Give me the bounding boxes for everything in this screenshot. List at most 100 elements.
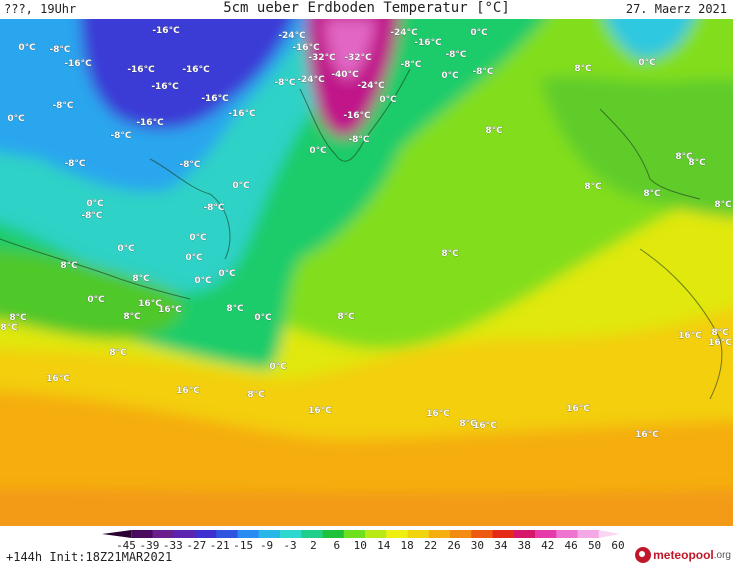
map-temp-label: 16°C [176,386,200,396]
color-scale-legend [102,530,620,538]
map-temp-label: 8°C [247,390,265,400]
legend-swatch [152,530,175,538]
legend-swatch [407,530,430,538]
legend-tick-label: 30 [470,539,485,552]
map-temp-label: -8°C [348,135,369,145]
legend-tick-label: 10 [353,539,367,552]
map-temp-label: -16°C [414,38,442,48]
legend-swatch [322,530,345,538]
map-temp-label: 8°C [132,274,150,284]
map-temp-label: 8°C [60,261,78,271]
map-temp-label: 0°C [86,199,104,209]
map-temp-label: -8°C [400,60,421,70]
legend-swatch [195,530,217,538]
legend-swatch [131,530,153,538]
map-temp-label: -16°C [127,65,155,75]
map-temp-label: 16°C [708,338,732,348]
legend-tick-label: -3 [283,539,297,552]
legend-tick-label: 22 [423,539,438,552]
legend-tick-label: 34 [494,539,508,552]
legend-tick-label: 2 [310,539,317,552]
map-temp-label: 8°C [675,152,693,162]
map-temp-label: -8°C [64,159,85,169]
map-temp-label: 8°C [584,182,602,192]
date-label: 27. Maerz 2021 [625,2,727,16]
map-temp-label: 8°C [714,200,732,210]
map-temp-label: 16°C [308,406,332,416]
map-temp-label: -16°C [182,65,210,75]
header: ???, 19Uhr 5cm ueber Erdboden Temperatur… [0,0,733,20]
map-temp-label: 8°C [226,304,244,314]
legend-swatch [428,530,451,538]
map-temp-label: 0°C [254,313,272,323]
map-temp-label: 16°C [46,374,70,384]
legend-tick-label: -27 [186,539,207,552]
map-temp-label: 16°C [138,299,162,309]
map-temp-label: 16°C [473,421,497,431]
legend-swatch [301,530,323,538]
map-temp-label: -8°C [472,67,493,77]
legend-swatch [258,530,281,538]
map-temp-label: 0°C [7,114,25,124]
legend-swatch [556,530,578,538]
map-temp-label: -16°C [151,82,179,92]
legend-swatch [513,530,536,538]
legend-swatch [216,530,238,538]
map-temp-label: -24°C [297,75,325,85]
map-temp-label: 0°C [269,362,287,372]
map-temp-label: 16°C [158,305,182,315]
map-temp-label: 0°C [638,58,656,68]
map-temp-label: 0°C [379,95,397,105]
temperature-map: -16°C -24°C -24°C 0°C0°C -8°C -16°C -16°C-32°C… [0,19,733,526]
logo-name: meteopool [653,548,714,562]
legend-swatch [577,530,600,538]
map-temp-label: 0°C [189,233,207,243]
map-temp-label: 8°C [688,158,706,168]
map-temp-label: 8°C [459,419,477,429]
map-temp-label: 8°C [109,348,127,358]
map-temp-label: 0°C [185,253,203,263]
legend-tick-label: 26 [447,539,461,552]
legend-tick-label: 60 [611,539,625,552]
map-temp-label: -32°C [308,53,336,63]
map-temp-label: 8°C [123,312,141,322]
map-temp-label: 16°C [426,409,450,419]
map-temp-label: -24°C [357,81,385,91]
map-temp-label: -16°C [136,118,164,128]
map-temp-label: -8°C [49,45,70,55]
map-temp-label: 0°C [232,181,250,191]
legend-tick-label: 42 [541,539,555,552]
map-temp-label: -16°C [343,111,371,121]
legend-tick-label: 14 [377,539,391,552]
logo-icon [635,547,652,563]
map-temp-label: -8°C [179,160,200,170]
legend-swatch [280,530,302,538]
legend-tick-label: -9 [259,539,274,552]
legend-swatch [598,530,620,538]
map-temp-label: 8°C [0,323,18,333]
chart-title: 5cm ueber Erdboden Temperatur [°C] [223,0,510,16]
legend-swatch [365,530,387,538]
map-temp-label: 16°C [635,430,659,440]
map-temp-label: 0°C [87,295,105,305]
map-temp-label: 16°C [566,404,590,414]
run-info: +144h Init:18Z21MAR2021 [6,550,173,564]
map-temp-label: -24°C [390,28,418,38]
legend-tick-label: 38 [517,539,531,552]
map-temp-label: 0°C [18,43,36,53]
map-temp-label: 0°C [117,244,135,254]
map-temp-label: 8°C [643,189,661,199]
legend-swatch [173,530,196,538]
map-temp-label: 8°C [574,64,592,74]
legend-tick-label: -33 [162,539,183,552]
map-temp-label: -8°C [52,101,73,111]
meteopool-logo: meteopool .org [635,545,731,565]
legend-tick-label: -45 [116,539,136,552]
map-temp-label: 0°C [441,71,459,81]
logo-tld: .org [713,549,731,561]
map-temp-label: -40°C [331,70,359,80]
legend-tick-label: -15 [233,539,254,552]
legend-tick-label: -21 [209,539,230,552]
map-temp-label: -8°C [274,78,295,88]
map-temp-label: 0°C [470,28,488,38]
